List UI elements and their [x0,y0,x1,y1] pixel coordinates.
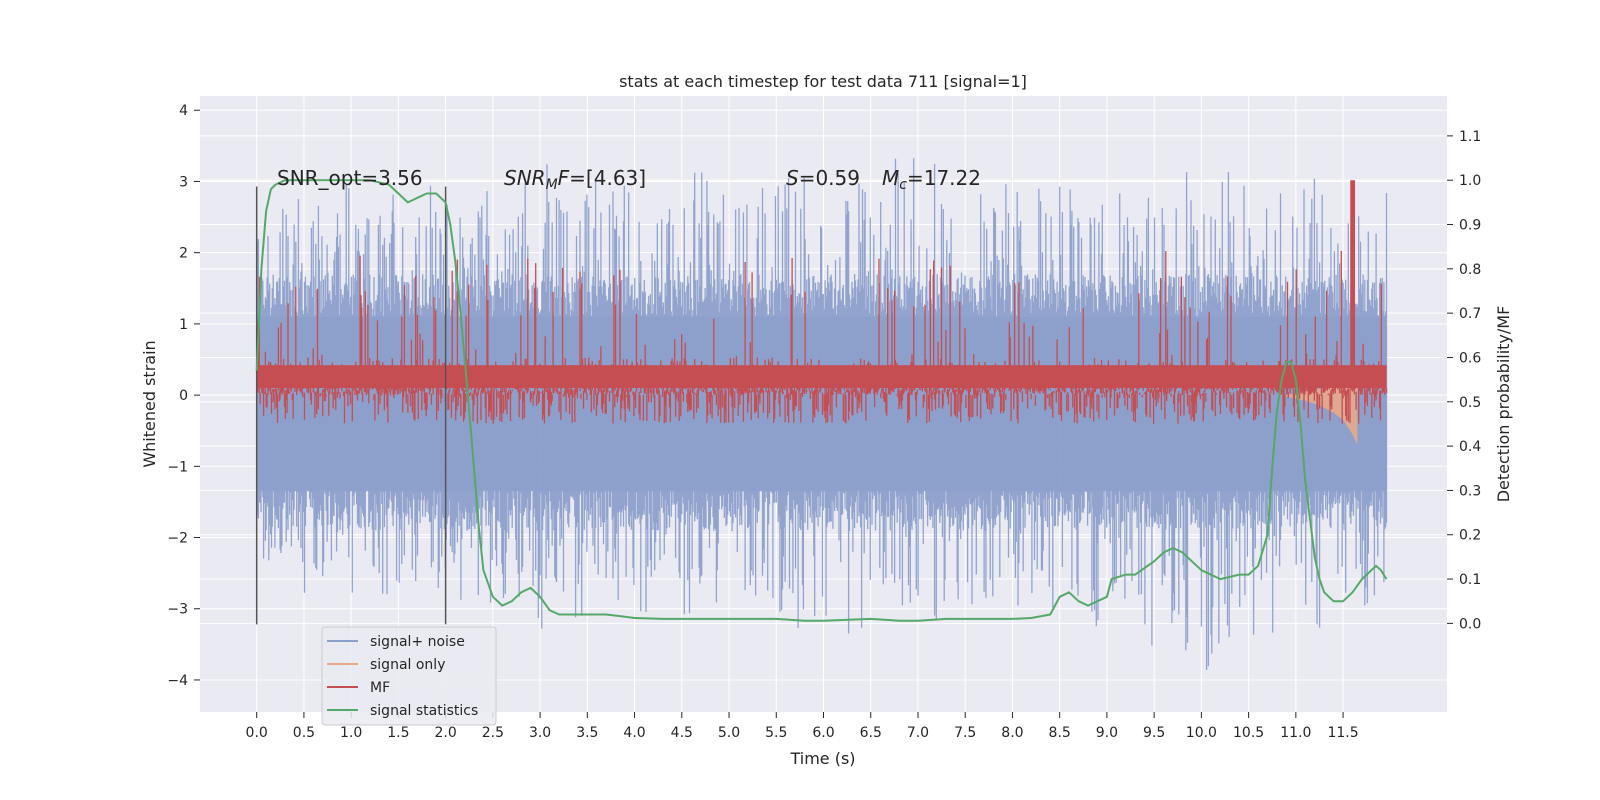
x-tick-label: 5.5 [765,725,787,741]
y-tick-label: 0 [179,388,188,404]
x-axis-ticks: 0.0 0.5 1.0 1.5 2.0 2.5 3.0 3.5 4.0 4.5 5.0 5.5 6.0 6… [246,712,1359,741]
y-axis-label: Whitened strain [140,340,159,467]
snr-mf-italic2: F [558,166,570,190]
legend-label-signal-only: signal only [370,657,445,673]
annotation-s: S=0.59 [786,166,860,190]
y-tick-label: −2 [167,531,188,547]
y-tick-label: −1 [167,459,188,475]
y-right-tick-label: 0.3 [1459,483,1481,499]
x-tick-label: 11.0 [1280,725,1311,741]
y-right-axis-ticks: 0.0 0.1 0.2 0.3 0.4 0.5 0.6 0.7 0.8 0.9 1.0 1.1 [1447,129,1481,632]
x-tick-label: 8.0 [1001,725,1023,741]
y-right-tick-label: 1.0 [1459,173,1481,189]
y-right-tick-label: 0.6 [1459,350,1481,366]
mc-italic: M [882,166,899,190]
x-tick-label: 8.5 [1049,725,1071,741]
mf-series [256,180,1388,424]
x-tick-label: 11.5 [1327,725,1358,741]
x-tick-label: 4.5 [671,725,693,741]
x-tick-label: 3.0 [529,725,551,741]
y-axis-ticks: −4 −3 −2 −1 0 1 2 3 4 [167,103,200,689]
legend: signal+ noise signal only MF signal stat… [321,626,497,726]
chart-title: stats at each timestep for test data 711… [619,72,1027,91]
snr-mf-sub: M [546,177,558,193]
mc-sub: c [899,177,907,193]
x-tick-label: 4.0 [623,725,645,741]
x-tick-label: 5.0 [718,725,740,741]
x-tick-label: 7.0 [907,725,929,741]
mc-rest: =17.22 [907,166,981,190]
annotation-snr-opt: SNR_opt=3.56 [277,166,423,190]
y-right-tick-label: 0.5 [1459,395,1481,411]
x-tick-label: 0.0 [246,725,268,741]
x-tick-label: 10.5 [1233,725,1264,741]
x-tick-label: 1.0 [340,725,362,741]
y-tick-label: 3 [179,174,188,190]
mf-core [256,365,1387,388]
x-tick-label: 9.0 [1096,725,1118,741]
y-right-tick-label: 0.8 [1459,262,1481,278]
y-tick-label: 1 [179,317,188,333]
signal-statistics-series [255,179,1388,622]
s-rest: =0.59 [799,166,860,190]
annotation-snr-mf: SNRMF=[4.63] [504,166,646,193]
x-tick-label: 3.5 [576,725,598,741]
legend-box [321,626,497,726]
x-tick-label: 0.5 [293,725,315,741]
y-right-axis-label: Detection probability/MF [1494,306,1513,503]
legend-label-signal-statistics: signal statistics [370,703,478,719]
annotation-mc: Mc=17.22 [882,166,981,193]
y-tick-label: 2 [179,246,188,262]
y-tick-label: 4 [179,103,188,119]
y-right-tick-label: 0.1 [1459,572,1481,588]
y-tick-label: −4 [167,673,188,689]
x-tick-label: 9.5 [1143,725,1165,741]
x-tick-label: 10.0 [1186,725,1217,741]
x-axis-label: Time (s) [789,749,855,768]
y-right-tick-label: 0.0 [1459,616,1481,632]
x-tick-label: 1.5 [387,725,409,741]
y-right-tick-label: 0.9 [1459,218,1481,234]
y-right-tick-label: 0.7 [1459,306,1481,322]
y-right-tick-label: 0.2 [1459,528,1481,544]
x-tick-label: 6.5 [860,725,882,741]
x-tick-label: 2.5 [482,725,504,741]
y-right-tick-label: 0.4 [1459,439,1481,455]
s-italic: S [786,166,799,190]
x-tick-label: 2.0 [434,725,456,741]
legend-label-mf: MF [370,680,390,696]
y-right-tick-label: 1.1 [1459,129,1481,145]
snr-mf-rest: =[4.63] [569,166,646,190]
y-tick-label: −3 [167,602,188,618]
x-tick-label: 7.5 [954,725,976,741]
legend-label-signal-noise: signal+ noise [370,634,465,650]
x-tick-label: 6.0 [812,725,834,741]
snr-mf-italic: SNR [504,166,546,190]
signal-statistics-line [255,179,1388,622]
time-markers [255,186,447,625]
